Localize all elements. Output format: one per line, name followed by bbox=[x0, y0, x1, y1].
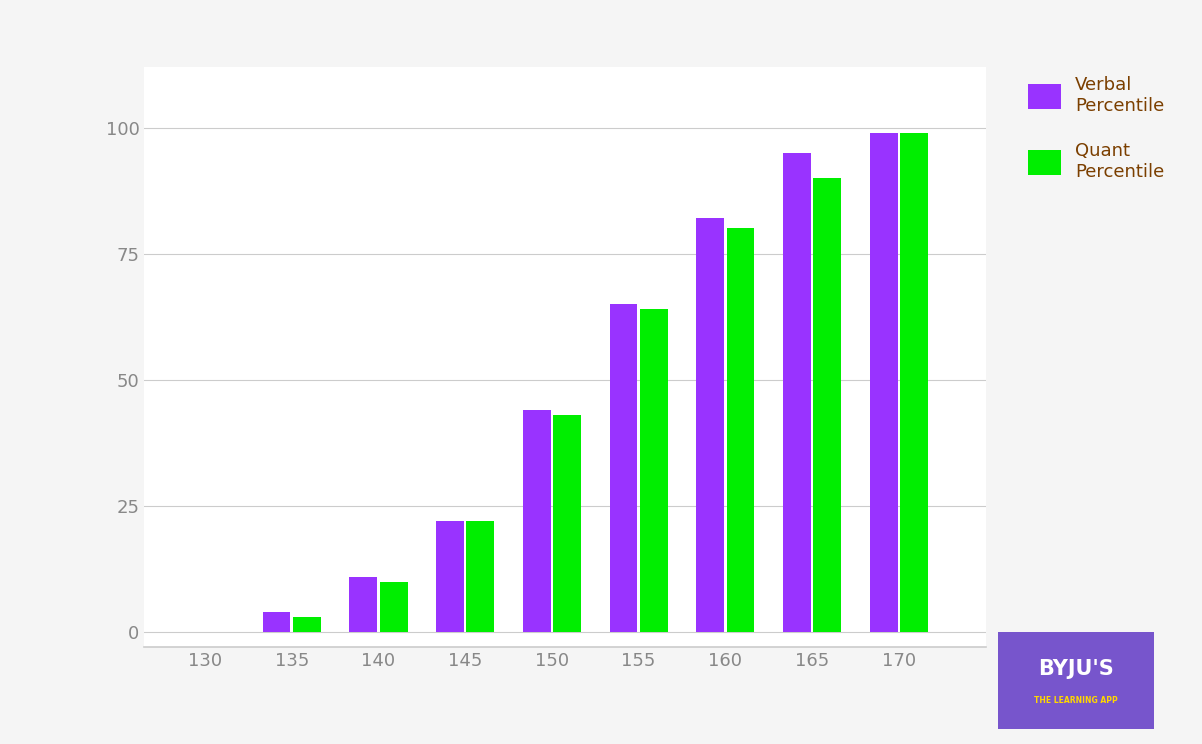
Bar bbox=[553, 415, 581, 632]
Bar bbox=[814, 178, 841, 632]
Bar bbox=[696, 218, 724, 632]
Bar bbox=[609, 304, 637, 632]
Text: THE LEARNING APP: THE LEARNING APP bbox=[1034, 696, 1118, 705]
Bar bbox=[436, 521, 464, 632]
FancyBboxPatch shape bbox=[993, 629, 1159, 732]
Bar bbox=[380, 582, 407, 632]
Bar bbox=[293, 617, 321, 632]
Bar bbox=[639, 310, 668, 632]
Bar bbox=[870, 132, 898, 632]
Bar bbox=[466, 521, 494, 632]
Bar bbox=[783, 153, 811, 632]
Bar bbox=[727, 228, 755, 632]
Bar bbox=[523, 410, 551, 632]
Bar bbox=[350, 577, 377, 632]
Text: BYJU'S: BYJU'S bbox=[1037, 659, 1114, 679]
Legend: Verbal
Percentile, Quant
Percentile: Verbal Percentile, Quant Percentile bbox=[1029, 76, 1165, 181]
Bar bbox=[900, 132, 928, 632]
Bar bbox=[263, 612, 291, 632]
